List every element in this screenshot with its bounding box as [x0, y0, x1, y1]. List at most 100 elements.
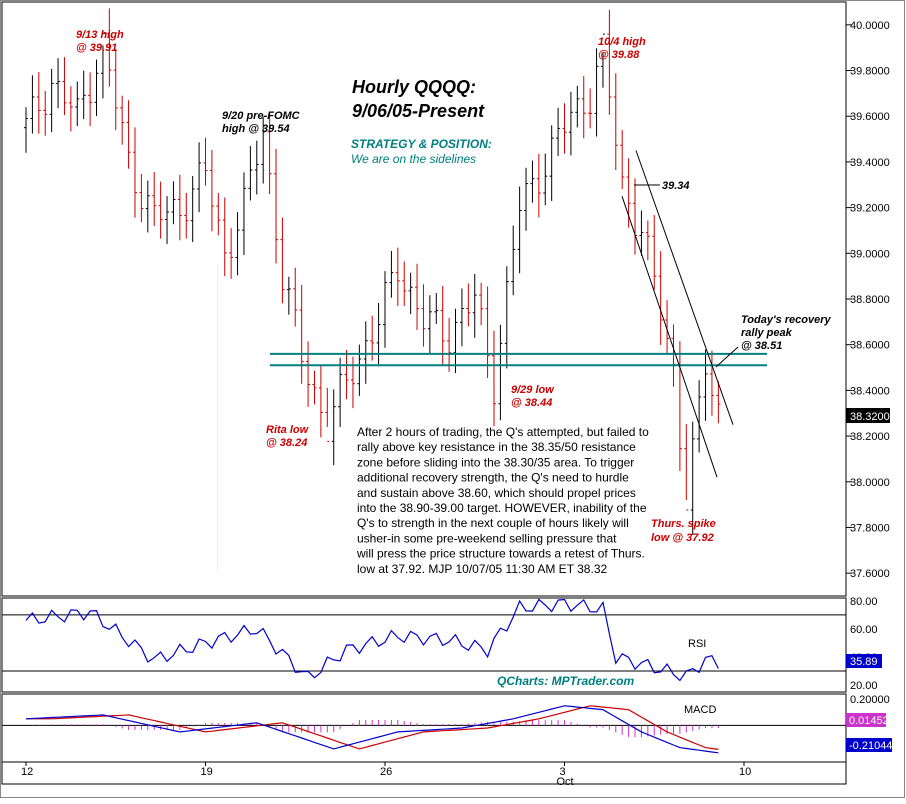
- price-bar: [504, 266, 509, 369]
- annotation-recovery-l2: rally peak: [741, 327, 793, 339]
- price-bar: [158, 181, 163, 239]
- price-bar: [415, 263, 420, 331]
- price-y-tick-label: 38.4000: [850, 385, 890, 397]
- price-bar: [459, 288, 464, 347]
- price-bar: [197, 142, 202, 213]
- annotation-rita-low-l1: Rita low: [266, 424, 310, 436]
- price-bar: [530, 160, 535, 203]
- chart-title: Hourly QQQQ:: [352, 77, 476, 97]
- price-last-label: 38.3200: [850, 411, 890, 423]
- annotation-9-29-low-l2: @ 38.44: [511, 397, 552, 409]
- price-bar: [261, 116, 266, 184]
- price-bar: [556, 107, 561, 156]
- annotation-9-20-fomc-l2: high @ 39.54: [222, 123, 290, 135]
- price-bar: [440, 285, 445, 366]
- channel-lower: [621, 196, 718, 478]
- price-bar: [62, 57, 67, 116]
- annotation-recovery-l3: @ 38.51: [741, 340, 782, 352]
- strategy-heading: STRATEGY & POSITION:: [351, 137, 492, 151]
- price-bar: [56, 58, 61, 109]
- price-bar: [286, 276, 291, 315]
- macd-group: 0.20000: [2, 694, 890, 754]
- commentary-line: low at 37.92. MJP 10/07/05 11:30 AM ET 3…: [357, 562, 607, 576]
- price-bar: [312, 370, 317, 405]
- rsi-y-tick-label: 60.00: [850, 624, 878, 636]
- price-bar: [100, 32, 105, 99]
- price-bar: [165, 196, 170, 244]
- price-bar: [491, 330, 496, 427]
- price-y-tick-label: 38.8000: [850, 294, 890, 306]
- price-bar: [325, 387, 330, 442]
- price-bar: [652, 215, 657, 290]
- annotation-thurs-spike-l1: Thurs. spike: [651, 518, 716, 530]
- price-bar: [703, 349, 708, 421]
- price-bar: [716, 381, 721, 424]
- price-bar: [120, 95, 125, 145]
- price-y-tick-label: 39.4000: [850, 157, 890, 169]
- price-y-tick-label: 39.0000: [850, 248, 890, 260]
- price-y-axis: 40.0000 39.8000 39.6000 39.4000 39.2000 39.00…: [846, 20, 890, 580]
- price-bar: [594, 48, 599, 137]
- commentary-line: rally above key resistance in the 38.35/…: [357, 440, 636, 454]
- price-y-tick-label: 40.0000: [850, 20, 890, 32]
- price-bar: [600, 33, 605, 88]
- date-tick-label: 10: [739, 766, 751, 778]
- price-bar: [402, 261, 407, 306]
- price-bar: [88, 72, 93, 127]
- price-bar: [344, 350, 349, 400]
- annotation-recovery-pointer: [715, 346, 739, 368]
- price-bar: [318, 364, 323, 438]
- annotation-10-4-high-l2: @ 39.88: [598, 49, 640, 61]
- channel-lines: [621, 150, 734, 478]
- annotation-9-13-high-l1: 9/13 high: [76, 29, 124, 41]
- price-bar: [132, 127, 137, 218]
- price-bar: [107, 8, 112, 87]
- price-bar: [30, 75, 35, 134]
- macd-signal-line: [26, 705, 719, 750]
- price-bar: [293, 267, 298, 327]
- annotation-9-13-high-l2: @ 39.91: [76, 42, 117, 54]
- resistance-lines: [270, 352, 767, 367]
- macd-last-badge: [846, 738, 892, 752]
- date-tick-label: 19: [201, 766, 213, 778]
- price-bar: [684, 424, 689, 511]
- price-bar: [524, 167, 529, 231]
- price-bar: [75, 81, 80, 127]
- price-bar: [588, 88, 593, 129]
- price-bar: [139, 173, 144, 223]
- price-y-tick-label: 37.6000: [850, 568, 890, 580]
- price-bar: [190, 176, 195, 243]
- price-bar: [613, 73, 618, 171]
- rsi-last-badge: [846, 654, 882, 668]
- annotation-thurs-spike-l2: low @ 37.92: [651, 532, 714, 544]
- price-bar: [466, 283, 471, 327]
- price-bar: [254, 140, 259, 195]
- commentary-line: Q's to strength in the next couple of ho…: [357, 516, 629, 530]
- price-bar: [543, 153, 548, 206]
- price-bar: [126, 100, 131, 169]
- price-bar: [408, 272, 413, 315]
- price-bar: [152, 171, 157, 227]
- price-y-tick-label: 38.2000: [850, 431, 890, 443]
- commentary-line: and sustain above 38.60, which should pr…: [357, 486, 636, 500]
- price-bar: [575, 85, 580, 128]
- commentary-line: will press the price structure towards a…: [356, 547, 645, 561]
- price-bar: [68, 86, 73, 132]
- annotation-10-4-high-l1: 10/4 high: [598, 36, 646, 48]
- chart-subtitle: 9/06/05-Present: [352, 101, 485, 121]
- price-bar: [306, 341, 311, 407]
- macd-hist-badge: [846, 713, 886, 727]
- price-bar: [427, 295, 432, 354]
- macd-hist-label: 0.01452: [849, 715, 889, 727]
- price-bar: [222, 197, 227, 277]
- price-bar: [274, 148, 279, 264]
- macd-line: [25, 705, 719, 754]
- price-bar: [690, 421, 695, 535]
- price-bar: [536, 153, 541, 218]
- rsi-series-label: RSI: [688, 638, 706, 650]
- commentary-line: zone before sliding into the 38.30/35 ar…: [357, 455, 634, 469]
- date-tick-label: 26: [380, 766, 392, 778]
- price-bar: [43, 91, 48, 136]
